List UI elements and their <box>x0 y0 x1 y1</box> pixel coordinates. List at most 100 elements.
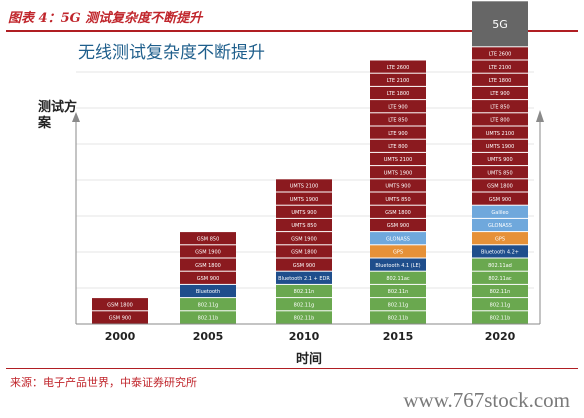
bar-segment <box>370 139 426 152</box>
segment-label: LTE 800 <box>490 118 509 124</box>
bar-segment <box>472 192 528 205</box>
bar-segment <box>370 258 426 271</box>
segment-label: LTE 2100 <box>489 65 512 71</box>
bar-segment <box>472 139 528 152</box>
bar-segment <box>370 298 426 311</box>
bar-segment <box>370 60 426 73</box>
bar-segment <box>472 258 528 271</box>
x-tick-label: 2005 <box>193 330 224 343</box>
segment-label: GSM 900 <box>197 276 220 282</box>
segment-label: UMTS 1900 <box>384 170 413 176</box>
segment-label: 802.11b <box>490 316 511 322</box>
segment-label: 802.11b <box>294 316 315 322</box>
segment-label: Bluetooth 2.1 + EDR <box>278 276 330 282</box>
bar-segment <box>276 205 332 218</box>
bar-segment <box>370 166 426 179</box>
segment-label: GSM 1900 <box>195 250 221 256</box>
bar-segment <box>472 60 528 73</box>
segment-label: 802.11ad <box>488 263 512 269</box>
segment-label: GSM 1800 <box>107 302 133 308</box>
segment-label: LTE 850 <box>490 104 509 110</box>
bar-segment <box>472 298 528 311</box>
x-axis-label: 时间 <box>296 352 323 367</box>
segment-label: UMTS 850 <box>291 223 316 229</box>
bar-segment <box>180 245 236 258</box>
bar-segment <box>472 47 528 60</box>
segment-label: 802.11g <box>198 302 219 308</box>
segment-label: UMTS 900 <box>385 184 410 190</box>
bar-segment <box>472 166 528 179</box>
bar-segment <box>370 113 426 126</box>
segment-label: UMTS 2100 <box>486 131 515 137</box>
x-tick-label: 2015 <box>383 330 414 343</box>
bar-segment <box>370 232 426 245</box>
bar-segment <box>370 86 426 100</box>
bar-segment <box>370 152 426 166</box>
bar-segment <box>472 218 528 232</box>
segment-label: GSM 900 <box>293 263 316 269</box>
segment-label: Bluetooth 4.2+ <box>481 250 519 256</box>
segment-label: 5G <box>492 18 508 31</box>
bar-segment <box>472 284 528 298</box>
bar-segment <box>276 179 332 192</box>
segment-label: 802.11ac <box>386 276 410 282</box>
x-tick-label: 2010 <box>289 330 320 343</box>
bar-segment <box>276 218 332 232</box>
bar-segment <box>472 1 528 47</box>
segment-label: 802.11g <box>490 302 511 308</box>
right-axis-arrow <box>536 110 544 122</box>
bar-segment <box>472 205 528 218</box>
footer-divider <box>6 368 578 369</box>
segment-label: LTE 850 <box>388 118 407 124</box>
bar-segment <box>370 245 426 258</box>
bar-segment <box>472 232 528 245</box>
bar-segment <box>472 271 528 284</box>
segment-label: LTE 1800 <box>489 78 512 84</box>
x-tick-label: 2000 <box>105 330 136 343</box>
bar-segment <box>472 245 528 258</box>
segment-label: UMTS 850 <box>385 197 410 203</box>
bar-segment <box>370 100 426 113</box>
segment-label: GSM 1800 <box>385 210 411 216</box>
segment-label: UMTS 1900 <box>486 144 515 150</box>
bar-segment <box>370 271 426 284</box>
segment-label: 802.11n <box>388 289 409 295</box>
segment-label: LTE 800 <box>388 144 407 150</box>
segment-label: GPS <box>393 250 403 256</box>
segment-label: GPS <box>495 236 505 242</box>
segment-label: Bluetooth <box>196 289 220 295</box>
segment-label: UMTS 2100 <box>290 184 319 190</box>
figure-header: 图表 4：5G 测试复杂度不断提升 <box>6 4 578 32</box>
bar-segment <box>180 298 236 311</box>
segment-label: 802.11b <box>198 316 219 322</box>
bar-segment <box>276 232 332 245</box>
bar-segment <box>472 113 528 126</box>
bar-segment <box>276 311 332 324</box>
segment-label: 802.11b <box>388 316 409 322</box>
bar-segment <box>472 100 528 113</box>
segment-label: LTE 2600 <box>387 65 410 71</box>
bar-segment <box>276 192 332 205</box>
bar-segment <box>276 271 332 284</box>
segment-label: LTE 900 <box>388 104 407 110</box>
segment-label: Bluetooth 4.1 (LE) <box>375 263 420 269</box>
segment-label: GSM 850 <box>197 236 220 242</box>
bar-segment <box>472 179 528 192</box>
bar-segment <box>276 298 332 311</box>
bar-segment <box>370 192 426 205</box>
y-axis-label: 测试方案 <box>38 100 78 131</box>
bar-segment <box>370 73 426 86</box>
bar-segment <box>370 311 426 324</box>
segment-label: 802.11g <box>294 302 315 308</box>
bar-segment <box>472 311 528 324</box>
bar-segment <box>472 152 528 166</box>
bar-segment <box>472 126 528 139</box>
segment-label: UMTS 900 <box>291 210 316 216</box>
bar-segment <box>370 218 426 232</box>
segment-label: GSM 900 <box>387 223 410 229</box>
bar-segment <box>180 311 236 324</box>
segment-label: GSM 1900 <box>291 236 317 242</box>
segment-label: GLONASS <box>488 223 512 229</box>
bar-segment <box>276 245 332 258</box>
